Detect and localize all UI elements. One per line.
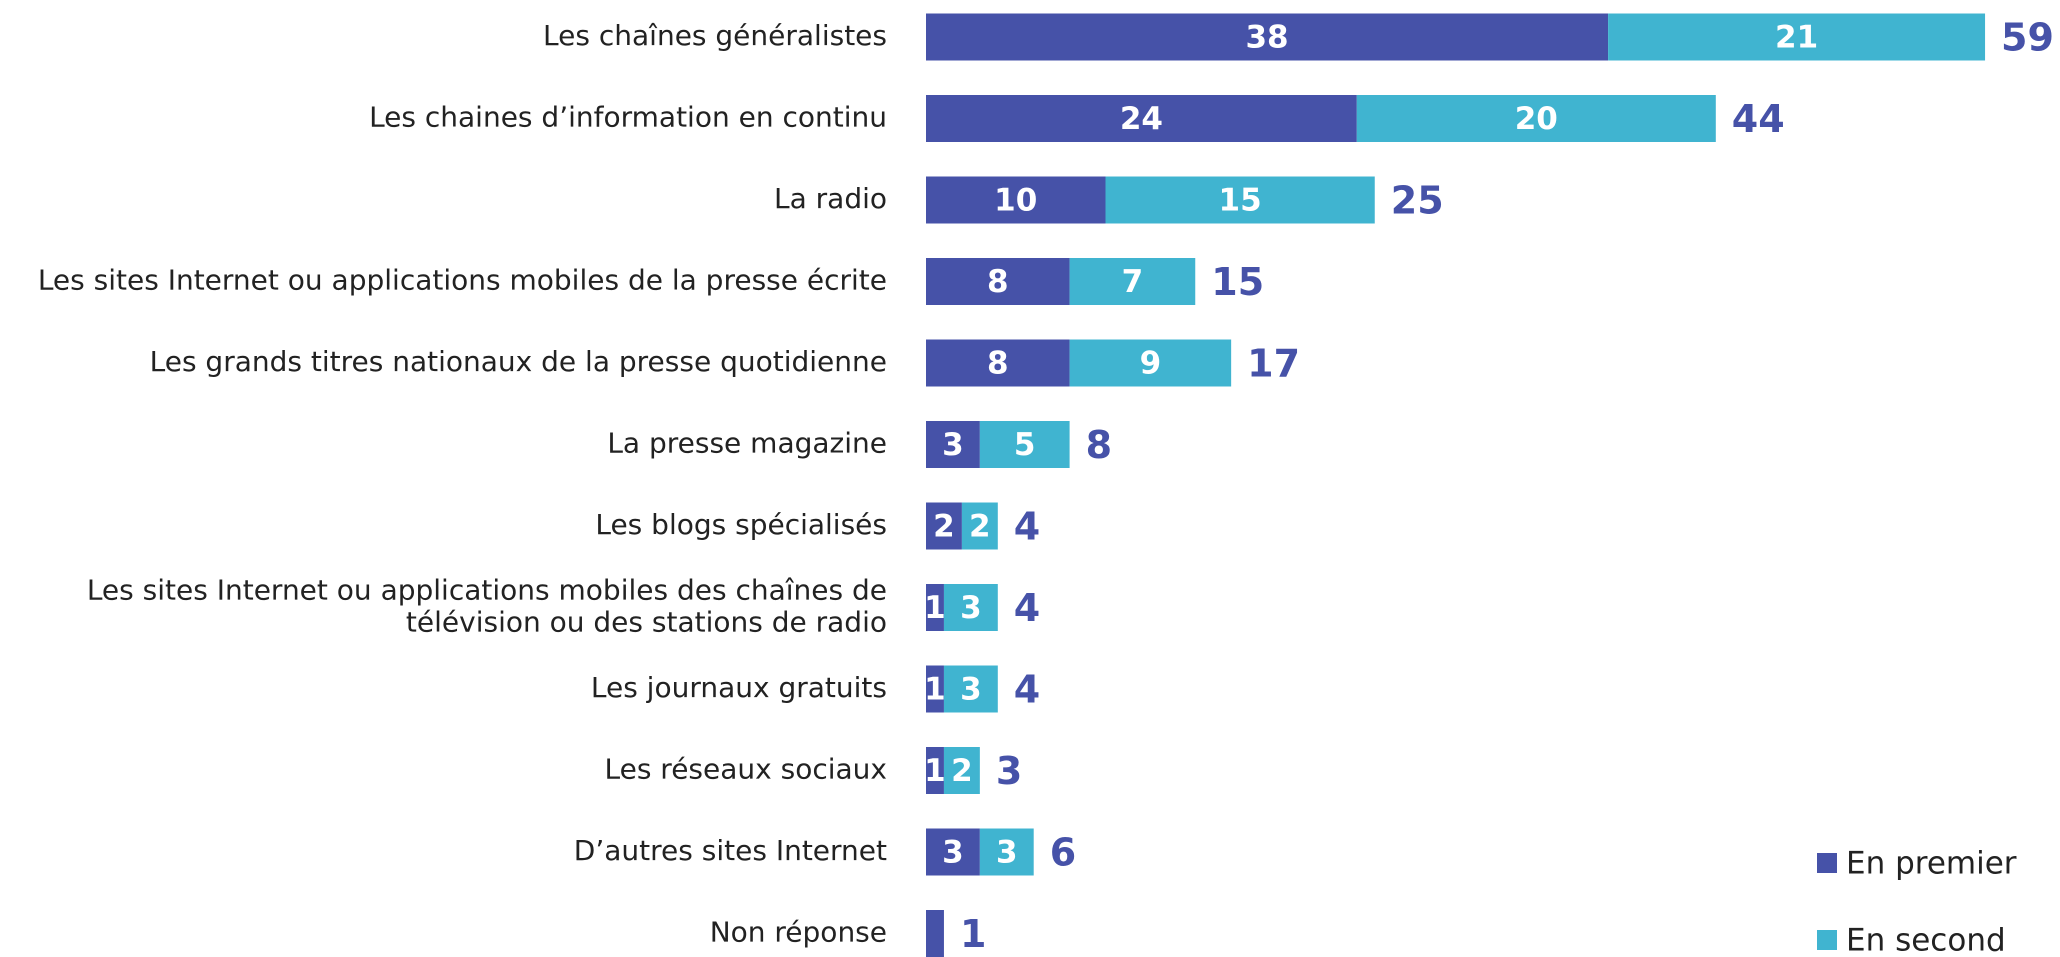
segment-label: 2 xyxy=(951,753,973,789)
total-label: 15 xyxy=(1211,260,1264,304)
bar-segment xyxy=(926,95,1357,142)
segment-label: 7 xyxy=(1122,264,1144,300)
segment-label: 10 xyxy=(994,183,1037,219)
total-label: 1 xyxy=(960,912,986,956)
bar-segment xyxy=(979,421,1070,468)
category-line: Les sites Internet ou applications mobil… xyxy=(87,574,887,607)
segment-label: 1 xyxy=(924,672,946,708)
segment-label: 5 xyxy=(1014,427,1036,463)
segment-label: 3 xyxy=(960,672,982,708)
bar-segment xyxy=(926,828,980,876)
total-label: 4 xyxy=(1014,586,1040,630)
bar-segment xyxy=(926,584,944,631)
total-label: 17 xyxy=(1247,342,1300,386)
legend-swatch xyxy=(1817,930,1837,950)
bar-segment xyxy=(1356,95,1716,142)
segment-label: 2 xyxy=(933,509,955,545)
bar-segment xyxy=(926,910,944,957)
segment-label: 3 xyxy=(996,835,1018,871)
bar-segment xyxy=(1608,13,1986,61)
segment-label: 9 xyxy=(1140,346,1162,382)
segment-label: 1 xyxy=(924,753,946,789)
total-label: 6 xyxy=(1050,831,1076,875)
category-label: Non réponse xyxy=(710,916,887,949)
bar-segment xyxy=(926,421,980,468)
total-label: 4 xyxy=(1014,505,1040,549)
segment-label: 3 xyxy=(942,427,964,463)
category-label: D’autres sites Internet xyxy=(574,834,887,867)
segment-label: 21 xyxy=(1775,20,1818,56)
bar-segment xyxy=(979,828,1034,876)
bar-segment xyxy=(1105,176,1375,224)
bar-segment xyxy=(926,502,962,550)
bar-segment xyxy=(926,13,1609,61)
segment-label: 3 xyxy=(960,590,982,626)
legend-label: En second xyxy=(1846,923,2006,957)
total-label: 59 xyxy=(2001,16,2054,60)
segment-label: 38 xyxy=(1245,20,1288,56)
category-label: Les grands titres nationaux de la presse… xyxy=(150,345,887,378)
segment-label: 24 xyxy=(1120,101,1163,137)
legend-swatch xyxy=(1817,853,1837,873)
category-label: Les blogs spécialisés xyxy=(595,508,887,541)
segment-label: 20 xyxy=(1515,101,1558,137)
category-label: Les chaînes généralistes xyxy=(543,19,887,52)
total-label: 8 xyxy=(1086,423,1112,467)
bar-segment xyxy=(926,747,944,794)
bar-segment xyxy=(943,665,998,713)
category-line: télévision ou des stations de radio xyxy=(406,606,887,639)
bar-segment xyxy=(943,584,998,631)
category-label: Les sites Internet ou applications mobil… xyxy=(87,574,887,639)
bar-segment xyxy=(926,665,944,713)
segment-label: 2 xyxy=(969,509,991,545)
segment-label: 8 xyxy=(987,346,1009,382)
segment-label: 15 xyxy=(1219,183,1262,219)
legend-label: En premier xyxy=(1846,846,2017,882)
category-label: Les sites Internet ou applications mobil… xyxy=(38,264,887,297)
bar-segment xyxy=(1069,339,1232,387)
segment-label: 3 xyxy=(942,835,964,871)
bar-segment xyxy=(943,747,980,794)
category-label: Les chaines d’information en continu xyxy=(369,101,887,134)
total-label: 25 xyxy=(1391,179,1444,223)
total-label: 44 xyxy=(1732,97,1785,141)
category-label: La presse magazine xyxy=(607,427,887,460)
segment-label: 1 xyxy=(924,590,946,626)
category-label: La radio xyxy=(774,182,887,215)
bar-segment xyxy=(926,258,1070,305)
total-label: 3 xyxy=(996,749,1022,793)
category-label: Les réseaux sociaux xyxy=(604,753,887,786)
segment-label: 8 xyxy=(987,264,1009,300)
total-label: 4 xyxy=(1014,668,1040,712)
category-label: Les journaux gratuits xyxy=(591,671,887,704)
bar-segment xyxy=(926,339,1070,387)
bar-segment xyxy=(1069,258,1196,305)
bar-segment xyxy=(926,176,1106,224)
bar-segment xyxy=(961,502,998,550)
